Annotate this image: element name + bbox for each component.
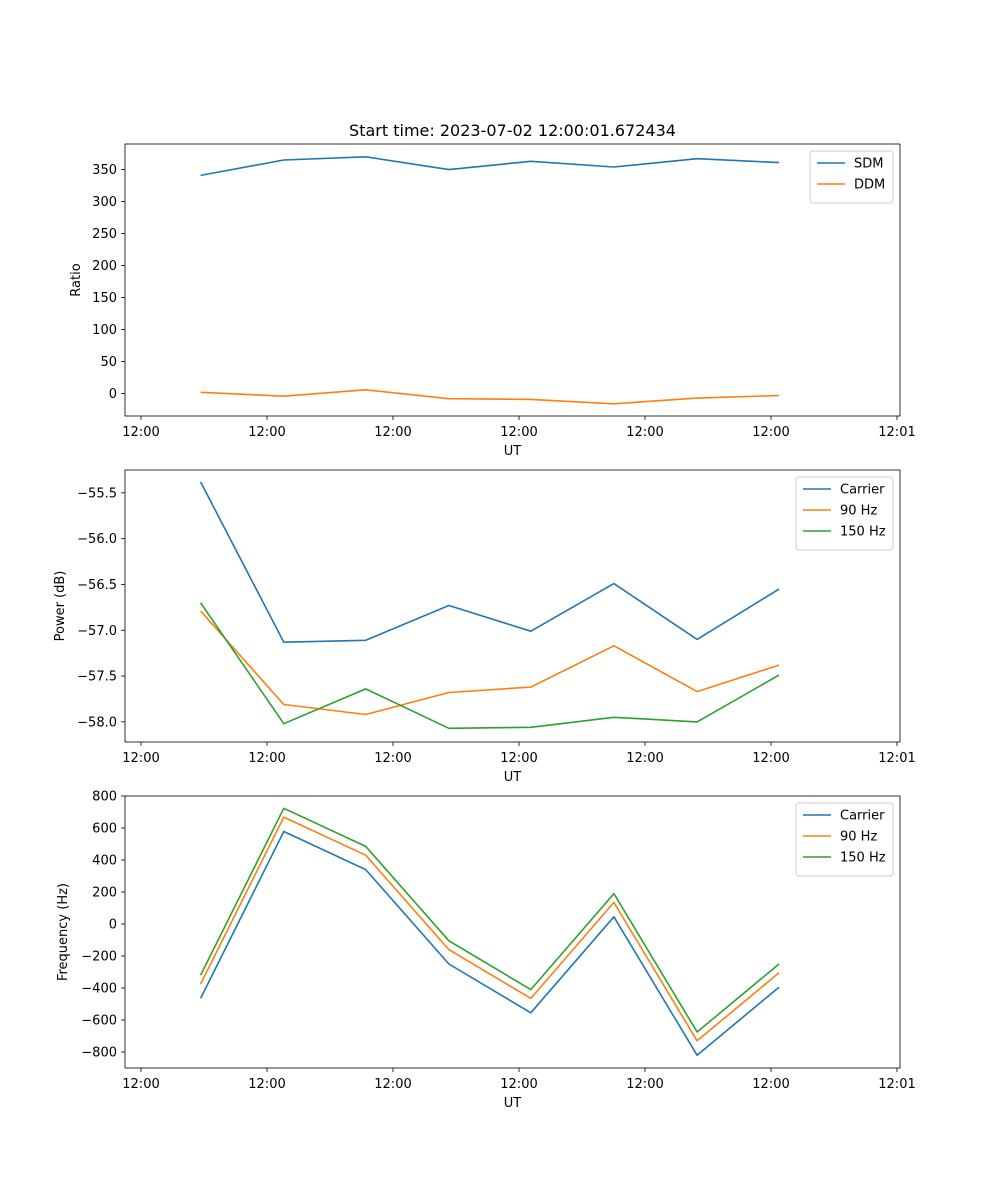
legend-entry: 90 Hz	[840, 830, 877, 845]
axes-frame	[124, 143, 901, 417]
y-tick-label: 250	[92, 227, 117, 242]
legend-entry: Carrier	[840, 809, 885, 824]
legend-entry: DDM	[854, 178, 885, 193]
y-tick-label: 150	[92, 291, 117, 306]
series-line-90-hz	[200, 610, 780, 716]
legend-entry: 150 Hz	[840, 525, 886, 540]
y-tick-label: −55.5	[77, 486, 117, 501]
y-tick-label: 800	[92, 790, 117, 805]
panels: Start time: 2023-07-02 12:00:01.672434 0 5…	[53, 121, 916, 1111]
y-tick-label: −57.5	[77, 670, 117, 685]
y-tick-label: 0	[109, 387, 117, 402]
y-tick-label: −56.0	[77, 532, 117, 547]
x-tick-label: 12:00	[752, 425, 789, 440]
x-tick-label: 12:00	[122, 1077, 159, 1092]
x-axis-label: UT	[504, 444, 522, 459]
series-line-carrier	[199, 830, 780, 1056]
series-line-90-hz	[199, 816, 780, 1042]
x-tick-label: 12:00	[374, 751, 411, 766]
x-tick-label: 12:00	[122, 425, 159, 440]
legend-entry: 90 Hz	[840, 504, 877, 519]
y-tick-label: 350	[92, 163, 117, 178]
legend: Carrier 90 Hz 150 Hz	[795, 476, 894, 551]
axes-frame	[124, 469, 901, 743]
x-tick-label: 12:00	[626, 425, 663, 440]
chart-title: Start time: 2023-07-02 12:00:01.672434	[349, 121, 676, 140]
chart-panel-1: Start time: 2023-07-02 12:00:01.672434 0 5…	[69, 121, 916, 459]
y-tick-label: 600	[92, 822, 117, 837]
x-tick-label: 12:00	[374, 1077, 411, 1092]
x-tick-label: 12:00	[248, 1077, 285, 1092]
series-line-150-hz	[199, 807, 780, 1033]
y-axis-label: Power (dB)	[53, 571, 68, 642]
y-tick-label: −400	[81, 982, 117, 997]
y-tick-label: −56.5	[77, 578, 117, 593]
axes-frame	[124, 795, 901, 1069]
chart-panel-3: −800 −600 −400 −200 0 200 400 600 800 12:00 12:00 1…	[56, 790, 916, 1112]
legend-entry: 150 Hz	[840, 851, 886, 866]
y-tick-label: 300	[92, 195, 117, 210]
x-axis-label: UT	[504, 770, 522, 785]
series-line-150-hz	[199, 602, 780, 730]
y-axis-label: Ratio	[69, 263, 84, 296]
x-tick-label: 12:01	[878, 425, 915, 440]
y-tick-label: 200	[92, 259, 117, 274]
y-tick-label: −57.0	[77, 624, 117, 639]
x-tick-label: 12:00	[752, 1077, 789, 1092]
series-line-ddm	[200, 388, 780, 405]
x-axis-label: UT	[504, 1096, 522, 1111]
x-tick-label: 12:00	[626, 751, 663, 766]
y-axis-label: Frequency (Hz)	[56, 883, 71, 981]
legend-box	[809, 150, 894, 204]
y-tick-label: −58.0	[77, 715, 117, 730]
series-line-sdm	[200, 156, 780, 177]
legend: Carrier 90 Hz 150 Hz	[795, 802, 894, 877]
y-tick-label: −800	[81, 1046, 117, 1061]
x-tick-label: 12:00	[248, 425, 285, 440]
y-tick-label: 0	[109, 918, 117, 933]
y-tick-label: −200	[81, 950, 117, 965]
y-tick-label: −600	[81, 1014, 117, 1029]
y-tick-label: 200	[92, 886, 117, 901]
chart-panel-2: −58.0 −57.5 −57.0 −56.5 −56.0 −55.5 12:00 12:00…	[53, 469, 916, 785]
y-tick-label: 50	[100, 355, 117, 370]
x-tick-label: 12:00	[500, 425, 537, 440]
x-tick-label: 12:00	[374, 425, 411, 440]
legend-entry: SDM	[854, 157, 883, 172]
y-tick-label: 100	[92, 323, 117, 338]
x-tick-label: 12:00	[500, 751, 537, 766]
series-line-carrier	[199, 481, 780, 644]
legend: SDM DDM	[809, 150, 894, 204]
x-tick-label: 12:01	[878, 751, 915, 766]
legend-entry: Carrier	[840, 483, 885, 498]
x-tick-label: 12:00	[248, 751, 285, 766]
x-tick-label: 12:01	[878, 1077, 915, 1092]
x-tick-label: 12:00	[752, 751, 789, 766]
y-tick-label: 400	[92, 854, 117, 869]
x-tick-label: 12:00	[626, 1077, 663, 1092]
x-tick-label: 12:00	[500, 1077, 537, 1092]
x-tick-label: 12:00	[122, 751, 159, 766]
